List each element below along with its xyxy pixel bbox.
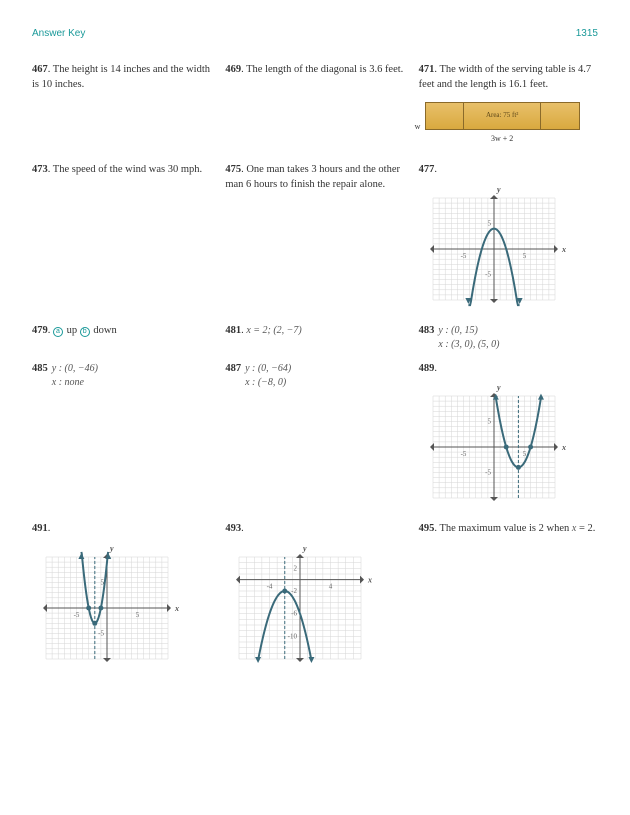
svg-text:-5: -5	[98, 630, 104, 638]
answer-493: 493. -44-10-6-22xy	[225, 522, 404, 722]
answer-491: 491. -55-55xy	[32, 522, 211, 722]
answer-485: 485 y : (0, −46) x : none	[32, 362, 211, 513]
answer-467: 467. The height is 14 inches and the wid…	[32, 63, 211, 153]
table-diagram: w Area: 75 ft² 3w + 2	[425, 102, 580, 144]
answer-489: 489. -55-55xy	[419, 362, 598, 513]
option-b-icon: b	[80, 327, 90, 337]
svg-text:-2: -2	[291, 587, 297, 595]
svg-text:5: 5	[487, 418, 491, 426]
answer-477: 477. -55-55xy	[419, 163, 598, 314]
table-w-label: w	[415, 121, 421, 132]
svg-text:-5: -5	[460, 252, 466, 260]
svg-text:y: y	[302, 544, 307, 553]
header-title: Answer Key	[32, 28, 85, 39]
svg-text:x: x	[561, 443, 566, 452]
svg-text:y: y	[109, 544, 114, 553]
svg-text:y: y	[496, 383, 501, 392]
svg-text:5: 5	[522, 252, 526, 260]
page-number: 1315	[576, 28, 598, 39]
answer-469: 469. The length of the diagonal is 3.6 f…	[225, 63, 404, 153]
answer-471: 471. The width of the serving table is 4…	[419, 63, 598, 153]
svg-text:y: y	[496, 185, 501, 194]
option-a-icon: a	[53, 327, 63, 337]
answer-495: 495. The maximum value is 2 when x = 2.	[419, 522, 598, 722]
svg-text:-5: -5	[485, 469, 491, 477]
svg-text:4: 4	[329, 583, 333, 591]
answer-475: 475. One man takes 3 hours and the other…	[225, 163, 404, 314]
svg-text:5: 5	[487, 219, 491, 227]
svg-text:-5: -5	[460, 450, 466, 458]
svg-text:x: x	[561, 245, 566, 254]
table-area-label: Area: 75 ft²	[464, 103, 541, 129]
svg-text:5: 5	[136, 611, 140, 619]
svg-text:x: x	[174, 604, 179, 613]
answer-483: 483 y : (0, 15) x : (3, 0), (5, 0)	[419, 324, 598, 352]
answer-473: 473. The speed of the wind was 30 mph.	[32, 163, 211, 314]
answer-481: 481. x = 2; (2, −7)	[225, 324, 404, 352]
svg-text:-5: -5	[74, 611, 80, 619]
svg-text:-6: -6	[291, 610, 297, 618]
answer-479: 479. a up b down	[32, 324, 211, 352]
svg-text:-4: -4	[267, 583, 273, 591]
svg-text:-10: -10	[288, 632, 298, 640]
svg-text:x: x	[367, 576, 372, 585]
table-bottom-label: 3w + 2	[425, 133, 580, 144]
svg-text:-5: -5	[485, 270, 491, 278]
answer-487: 487 y : (0, −64) x : (−8, 0)	[225, 362, 404, 513]
svg-text:2: 2	[294, 564, 298, 572]
